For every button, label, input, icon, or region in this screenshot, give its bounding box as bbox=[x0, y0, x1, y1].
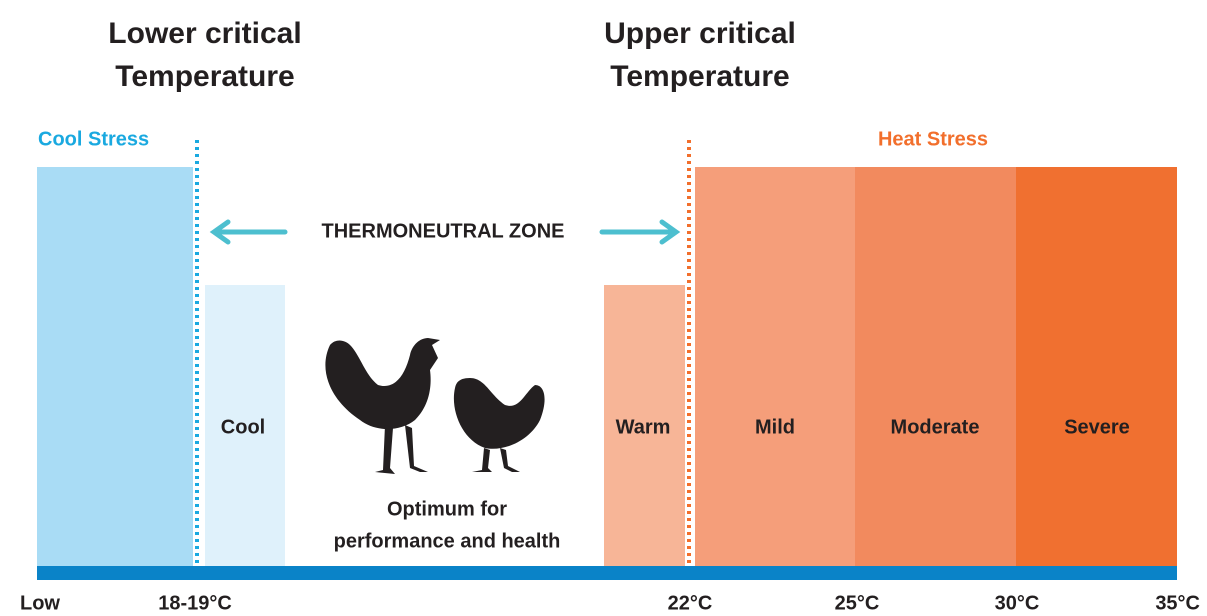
upper-critical-title: Temperature bbox=[610, 60, 790, 93]
arrows bbox=[209, 219, 681, 245]
zone-label: Warm bbox=[616, 416, 671, 438]
mild-zone bbox=[695, 167, 855, 567]
zone-label: Mild bbox=[755, 416, 795, 438]
thermoneutral-label: THERMONEUTRAL ZONE bbox=[322, 220, 565, 242]
warm-zone bbox=[604, 285, 685, 567]
baseline-bar bbox=[37, 566, 1177, 580]
moderate-zone bbox=[855, 167, 1016, 567]
cool-zone bbox=[205, 285, 285, 567]
scale-label: 30°C bbox=[995, 592, 1040, 614]
lower-critical-title: Temperature bbox=[115, 60, 295, 93]
scale-label: 18-19°C bbox=[158, 592, 232, 614]
zone-label: Cool bbox=[221, 416, 265, 438]
chicken-silhouettes bbox=[325, 338, 545, 474]
scale-label: Low bbox=[20, 592, 60, 614]
zone-label: Moderate bbox=[891, 416, 980, 438]
upper-critical-title: Upper critical bbox=[604, 17, 796, 50]
cool-stress-zone bbox=[37, 167, 193, 567]
cool-stress-label: Cool Stress bbox=[38, 128, 149, 150]
severe-zone bbox=[1016, 167, 1177, 567]
optimum-label: performance and health bbox=[334, 530, 561, 552]
scale-label: 35°C bbox=[1155, 592, 1200, 614]
heat-stress-label: Heat Stress bbox=[878, 128, 988, 150]
lower-critical-title: Lower critical bbox=[108, 17, 301, 50]
scale-label: 25°C bbox=[835, 592, 880, 614]
optimum-label: Optimum for bbox=[387, 498, 507, 520]
scale-label: 22°C bbox=[668, 592, 713, 614]
zone-label: Severe bbox=[1064, 416, 1130, 438]
